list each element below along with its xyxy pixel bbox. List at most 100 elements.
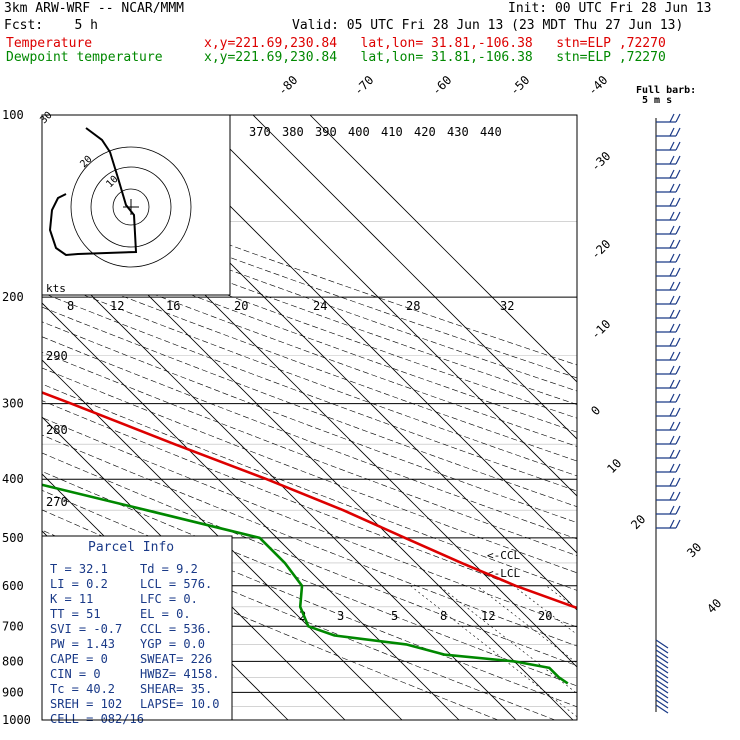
parcel-info-value: SVI = -0.7 [50, 622, 122, 636]
wind-barb [675, 393, 681, 403]
wind-barb [675, 407, 681, 417]
isotherm-40 [252, 115, 577, 440]
dry-adiabat-280 [42, 471, 577, 687]
pressure-tick-label: 800 [2, 654, 24, 668]
wind-barb [655, 669, 669, 679]
pressure-tick-label: 100 [2, 108, 24, 122]
wind-barb [669, 365, 675, 375]
theta-label: 390 [315, 125, 337, 139]
isotherm-label: 10 [604, 456, 624, 476]
theta-label: 400 [348, 125, 370, 139]
wind-barb [669, 463, 675, 473]
temperature-legend: Temperature [6, 36, 93, 51]
wind-barb [675, 281, 681, 291]
mixing-ratio-3 [438, 585, 577, 694]
theta-label: 280 [46, 423, 68, 437]
parcel-info-value: YGP = 0.0 [140, 637, 205, 651]
dewpoint-location: x,y=221.69,230.84 lat,lon= 31.81,-106.38… [204, 50, 666, 65]
parcel-info-value: HWBZ= 4158. [140, 667, 219, 681]
wind-barb [675, 239, 681, 249]
wind-barb [675, 435, 681, 445]
wind-barb [675, 211, 681, 221]
wind-barb [675, 183, 681, 193]
mixing-ratio-8 [513, 585, 577, 635]
wind-barb [675, 295, 681, 305]
wind-barb [669, 113, 675, 123]
wind-barb [669, 491, 675, 501]
parcel-info-value: K = 11 [50, 592, 93, 606]
pressure-tick-label: 500 [2, 531, 24, 545]
hodograph-speed-label: 8 [67, 299, 74, 313]
hodograph-ring [70, 146, 192, 268]
parcel-info-value: SREH = 102 [50, 697, 122, 711]
dry-adiabat-300 [42, 434, 577, 647]
hodograph-ring [112, 188, 150, 226]
mixing-ratio-label: 3 [337, 609, 344, 623]
wind-barb [669, 267, 675, 277]
dewpoint-legend: Dewpoint temperature [6, 50, 163, 65]
wind-barb [675, 365, 681, 375]
isotherm-label: -10 [588, 317, 613, 342]
wind-barb [669, 127, 675, 137]
wind-barb [669, 225, 675, 235]
theta-label: 370 [249, 125, 271, 139]
wind-barb [675, 477, 681, 487]
parcel-info-value: T = 32.1 [50, 562, 108, 576]
wind-barb [675, 169, 681, 179]
hodograph-trace [48, 127, 138, 257]
isotherm-label: -20 [588, 237, 613, 262]
dry-adiabat-350 [42, 351, 577, 557]
parcel-info-value: CAPE = 0 [50, 652, 108, 666]
wind-barb [669, 393, 675, 403]
wind-barb [675, 197, 681, 207]
theta-label: 440 [480, 125, 502, 139]
wind-barb [675, 155, 681, 165]
wind-barb [675, 127, 681, 137]
wind-barb [675, 421, 681, 431]
isotherm-label: -70 [351, 73, 376, 98]
wind-barb [669, 183, 675, 193]
isotherm--20 [42, 245, 517, 720]
wind-barb [669, 197, 675, 207]
hodograph-panel [41, 114, 231, 296]
wind-barb [655, 679, 669, 689]
pressure-tick-label: 600 [2, 579, 24, 593]
wind-barb [655, 684, 669, 694]
ccl-marker: <-CCL [487, 549, 520, 562]
pressure-tick-label: 1000 [2, 713, 31, 727]
isotherm-30 [195, 115, 577, 497]
theta-label: 380 [282, 125, 304, 139]
parcel-info-value: SWEAT= 226 [140, 652, 212, 666]
wind-barb [675, 463, 681, 473]
dry-adiabat-320 [42, 400, 577, 609]
wind-barb [669, 477, 675, 487]
wind-barb [669, 505, 675, 515]
isotherm-label: -40 [585, 73, 610, 98]
forecast-hour: Fcst: 5 h [4, 18, 98, 33]
dry-adiabat-360 [42, 336, 577, 540]
theta-label: 290 [46, 349, 68, 363]
isotherm-label: 30 [684, 540, 704, 560]
temperature-profile [42, 391, 577, 610]
wind-barb [669, 169, 675, 179]
isotherm-50 [309, 115, 577, 383]
dry-adiabat-310 [42, 417, 577, 628]
pressure-tick-label: 200 [2, 290, 24, 304]
wind-barb [669, 519, 675, 529]
isotherm-label: -60 [429, 73, 454, 98]
isotherm-label: -30 [588, 149, 613, 174]
wind-barb [669, 155, 675, 165]
barb-legend-title: Full barb: [636, 85, 696, 96]
wind-barb [655, 674, 669, 684]
dewpoint-profile [42, 483, 569, 685]
wind-barb [675, 113, 681, 123]
valid-time: Valid: 05 UTC Fri 28 Jun 13 (23 MDT Thu … [292, 18, 684, 33]
wind-barb [669, 435, 675, 445]
parcel-info-value: LFC = 0. [140, 592, 198, 606]
mixing-ratio-label: 5 [391, 609, 398, 623]
dry-adiabat-340 [42, 367, 577, 574]
parcel-info-value: SHEAR= 35. [140, 682, 212, 696]
wind-barb [675, 379, 681, 389]
barb-legend-sub: 5 m s [642, 95, 672, 106]
wind-barb [655, 694, 669, 704]
